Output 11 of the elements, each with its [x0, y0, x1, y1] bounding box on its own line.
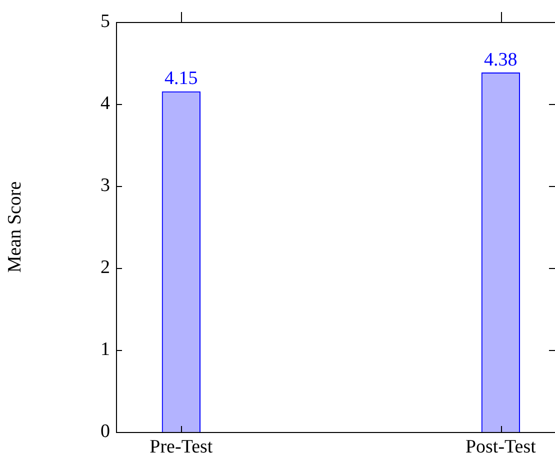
data-label: 4.15 [164, 68, 198, 90]
data-label: 4.38 [484, 49, 518, 70]
y-tick-label: 2 [100, 256, 110, 278]
x-tick-label: Pre-Test [150, 436, 214, 458]
y-tick-label: 5 [100, 10, 110, 32]
y-tick-label: 0 [100, 420, 110, 442]
y-tick-label: 3 [100, 174, 110, 196]
y-axis-title: Mean Score [4, 181, 26, 273]
x-tick-label: Post-Test [465, 436, 537, 458]
y-tick-label: 4 [100, 92, 110, 114]
y-tick-label: 1 [100, 338, 110, 360]
